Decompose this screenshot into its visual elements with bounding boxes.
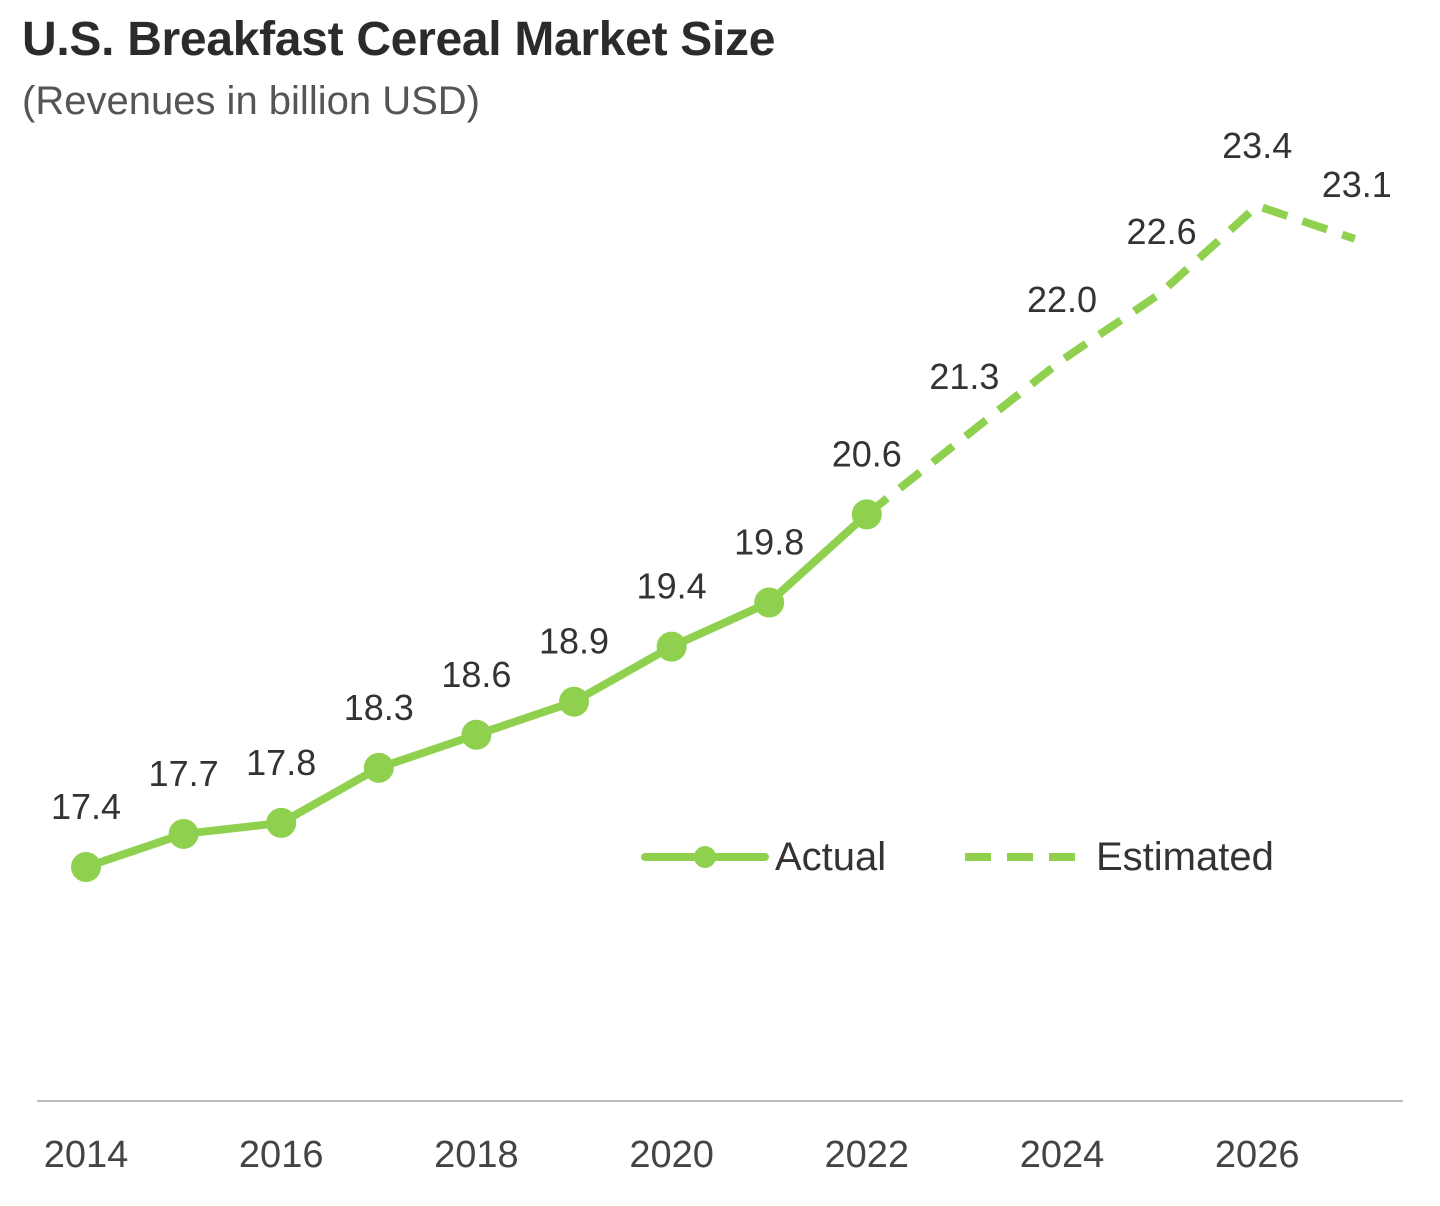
- estimated-data-label: 23.1: [1322, 164, 1392, 205]
- estimated-series-line: [864, 201, 1357, 518]
- actual-data-label: 20.6: [832, 433, 902, 474]
- chart-title: U.S. Breakfast Cereal Market Size: [22, 13, 776, 66]
- actual-point: [168, 818, 199, 849]
- series-layer: [71, 201, 1357, 882]
- x-tick-label: 2018: [434, 1134, 519, 1176]
- actual-data-label: 18.3: [344, 687, 414, 728]
- actual-data-label: 17.7: [149, 753, 219, 794]
- actual-point: [71, 852, 101, 882]
- actual-point: [461, 719, 492, 750]
- x-tick-label: 2022: [825, 1134, 910, 1176]
- actual-point: [754, 587, 785, 618]
- legend-actual-marker: [694, 846, 716, 868]
- x-tick-label: 2016: [239, 1134, 324, 1176]
- actual-point: [363, 752, 394, 783]
- estimated-data-label: 23.4: [1222, 125, 1292, 166]
- legend-actual-label: Actual: [775, 835, 886, 879]
- actual-data-label: 17.4: [51, 786, 121, 827]
- actual-point: [656, 631, 687, 662]
- actual-point: [266, 807, 297, 838]
- actual-data-label: 18.6: [441, 654, 511, 695]
- estimated-data-label: 21.3: [929, 356, 999, 397]
- x-tick-label: 2020: [629, 1134, 714, 1176]
- chart-subtitle: (Revenues in billion USD): [22, 79, 480, 123]
- actual-point: [851, 499, 882, 530]
- actual-data-label: 18.9: [539, 621, 609, 662]
- estimated-data-label: 22.6: [1127, 211, 1197, 252]
- estimated-data-label: 22.0: [1027, 279, 1097, 320]
- x-tick-label: 2024: [1020, 1134, 1105, 1176]
- actual-data-label: 19.8: [734, 522, 804, 563]
- x-tick-label: 2014: [44, 1134, 129, 1176]
- legend: Actual Estimated: [641, 835, 1274, 879]
- x-axis: 2014 2016 2018 2020 2022 2024 2026: [37, 1100, 1403, 1176]
- actual-point: [559, 686, 589, 717]
- legend-estimated-label: Estimated: [1096, 835, 1274, 879]
- actual-data-label: 19.4: [637, 566, 707, 607]
- actual-data-label: 17.8: [246, 742, 316, 783]
- x-tick-label: 2026: [1215, 1134, 1300, 1176]
- data-labels: 17.4 17.7 17.8 18.3 18.6 18.9 19.4 19.8 20.6 21.3…: [51, 125, 1392, 827]
